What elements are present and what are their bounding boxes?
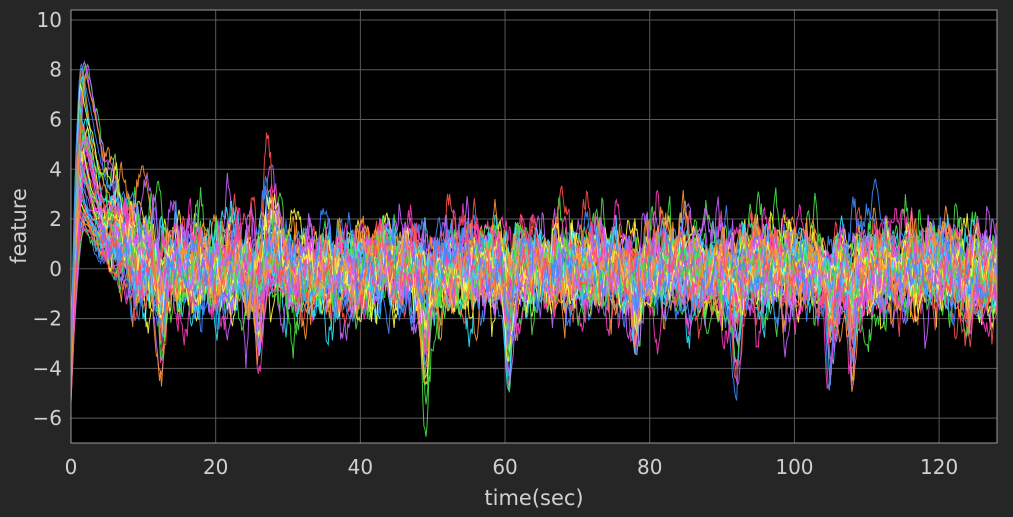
x-tick-label: 120 — [920, 455, 958, 479]
x-tick-label: 80 — [637, 455, 662, 479]
series-group — [70, 60, 998, 437]
y-tick-label: 2 — [49, 207, 62, 231]
x-tick-labels: 0 20 40 60 80 100 120 — [65, 455, 959, 479]
x-tick-label: 0 — [65, 455, 78, 479]
x-axis-label: time(sec) — [484, 486, 583, 510]
y-tick-labels: −6 −4 −2 0 2 4 6 8 10 — [33, 8, 62, 430]
y-axis-label: feature — [7, 188, 31, 264]
series-line — [70, 160, 998, 391]
y-tick-label: 0 — [49, 257, 62, 281]
x-tick-label: 60 — [492, 455, 517, 479]
y-tick-label: 10 — [37, 8, 62, 32]
plot-frame — [70, 9, 998, 444]
series-line — [70, 165, 998, 386]
x-tick-label: 40 — [348, 455, 373, 479]
x-tick-label: 100 — [775, 455, 813, 479]
y-tick-label: 4 — [49, 157, 62, 181]
series-line — [70, 72, 998, 397]
y-tick-label: 6 — [49, 107, 62, 131]
y-tick-label: 8 — [49, 58, 62, 82]
y-tick-label: −2 — [33, 307, 62, 331]
y-tick-label: −6 — [33, 406, 62, 430]
y-tick-label: −4 — [33, 356, 62, 380]
x-tick-label: 20 — [203, 455, 228, 479]
